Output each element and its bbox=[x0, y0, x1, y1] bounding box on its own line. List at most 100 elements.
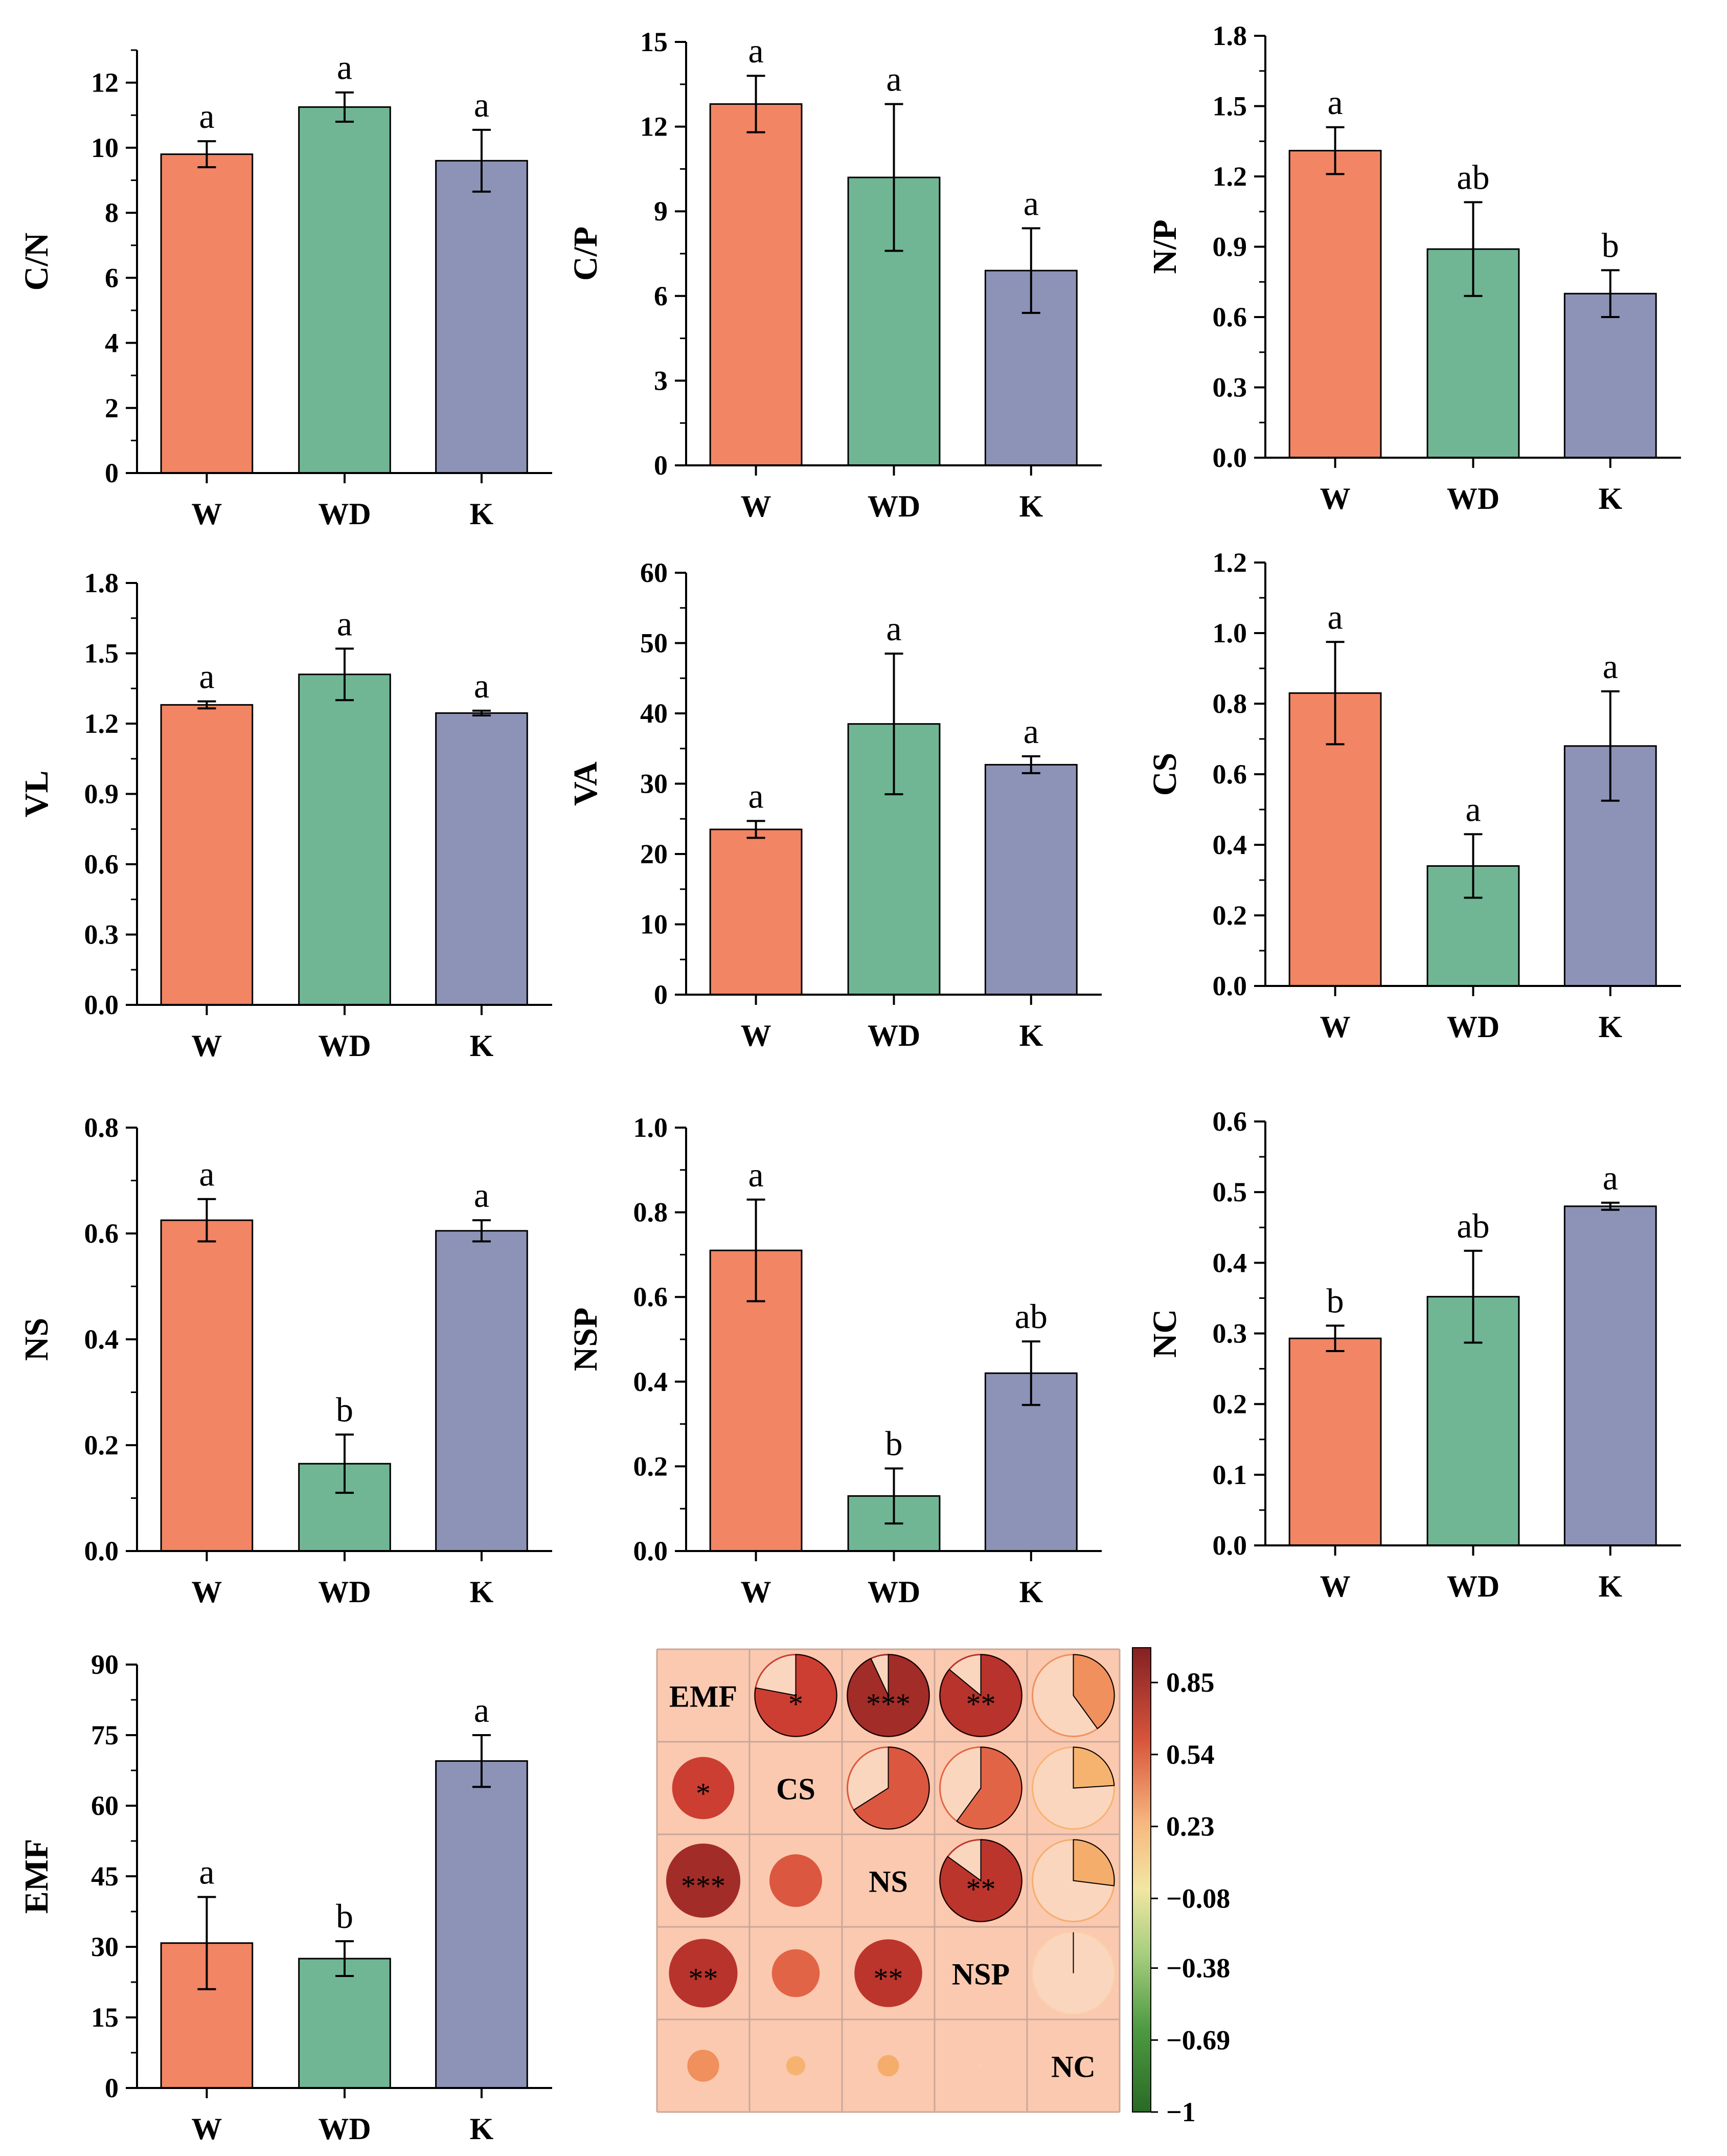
variable-label: NSP bbox=[952, 1958, 1010, 1991]
error-bar-wd bbox=[884, 653, 903, 796]
x-tick-label: W bbox=[191, 1029, 222, 1063]
x-tick-label: WD bbox=[318, 2112, 371, 2146]
y-tick-label: 0 bbox=[105, 2073, 119, 2103]
bar-chart-emf: a Wb WD a K 0 15 30 45 60 75 90 EMF bbox=[18, 1649, 552, 2146]
x-tick-label: WD bbox=[868, 489, 920, 523]
y-tick-label: 0.2 bbox=[1213, 900, 1247, 931]
y-tick-label: 0 bbox=[654, 979, 668, 1010]
x-tick-label: W bbox=[1320, 1010, 1351, 1044]
y-tick-label: 0.0 bbox=[1213, 1530, 1247, 1561]
bar-chart-va: a Wa WD a K 0 10 20 30 40 50 60 VA bbox=[567, 557, 1102, 1052]
significance-letter: a bbox=[199, 1852, 214, 1891]
y-axis-label: CS bbox=[1146, 753, 1184, 796]
y-tick-label: 1.2 bbox=[1213, 547, 1247, 578]
bar-w bbox=[709, 828, 803, 996]
y-tick-label: 20 bbox=[640, 839, 668, 869]
y-tick-label: 15 bbox=[91, 2002, 119, 2033]
error-bar-w bbox=[1326, 126, 1345, 175]
error-bar-w bbox=[746, 1198, 765, 1302]
bar-k bbox=[1563, 1205, 1657, 1546]
error-bar-k bbox=[472, 1734, 491, 1788]
y-tick-label: 0.4 bbox=[1213, 1247, 1247, 1278]
significance-letter: b bbox=[336, 1390, 353, 1429]
significance-stars: * bbox=[696, 1777, 711, 1810]
error-bar-k bbox=[1021, 1340, 1040, 1406]
significance-letter: a bbox=[886, 609, 901, 648]
x-tick-label: WD bbox=[1447, 482, 1499, 515]
bar-chart-cs: a Wa WD a K 0.0 0.2 0.4 0.6 0.8 1.0 1.2 CS bbox=[1146, 547, 1681, 1044]
error-bar-k bbox=[1601, 690, 1620, 802]
y-tick-label: 0.4 bbox=[633, 1366, 668, 1397]
y-tick-label: 0.5 bbox=[1213, 1177, 1247, 1207]
significance-letter: a bbox=[1603, 1158, 1618, 1197]
bar-k bbox=[435, 712, 528, 1006]
error-bar-w bbox=[746, 75, 765, 133]
x-tick-label: W bbox=[191, 1575, 222, 1609]
y-tick-label: 60 bbox=[91, 1790, 119, 1821]
error-bar-w bbox=[197, 140, 216, 169]
y-tick-label: 0.0 bbox=[84, 1536, 119, 1566]
bar-chart-vl: a Wa WD a K 0.0 0.3 0.6 0.9 1.2 1.5 1.8 VL bbox=[18, 568, 552, 1063]
colorbar-tick-label: 0.85 bbox=[1166, 1667, 1215, 1698]
significance-letter: a bbox=[474, 666, 489, 705]
y-tick-label: 0.0 bbox=[1213, 442, 1247, 473]
error-bar-wd bbox=[335, 1940, 354, 1978]
y-tick-label: 0.6 bbox=[1213, 759, 1247, 790]
x-tick-label: W bbox=[741, 1019, 771, 1052]
error-bar-wd bbox=[884, 103, 903, 252]
corr-circle bbox=[672, 1757, 735, 1820]
significance-letter: a bbox=[199, 1155, 214, 1194]
error-bar-k bbox=[1601, 1201, 1620, 1211]
y-tick-label: 8 bbox=[105, 197, 119, 228]
y-axis-label: NS bbox=[18, 1318, 55, 1361]
colorbar-tick-label: −1 bbox=[1166, 2097, 1196, 2127]
y-tick-label: 1.2 bbox=[1213, 161, 1247, 192]
variable-label: NS bbox=[869, 1865, 908, 1899]
y-tick-label: 12 bbox=[640, 111, 668, 142]
y-tick-label: 60 bbox=[640, 557, 668, 588]
y-tick-label: 30 bbox=[640, 769, 668, 799]
colorbar-tick-label: −0.38 bbox=[1166, 1953, 1230, 1984]
y-axis-label: EMF bbox=[18, 1839, 55, 1914]
corr-circle bbox=[979, 2064, 983, 2068]
y-tick-label: 0 bbox=[654, 450, 668, 481]
x-tick-label: WD bbox=[868, 1575, 920, 1609]
x-tick-label: K bbox=[1598, 1010, 1622, 1044]
y-tick-label: 0.9 bbox=[1213, 232, 1247, 262]
error-bar-k bbox=[1601, 269, 1620, 318]
bar-chart-nsp: a Wb WD ab K 0.0 0.2 0.4 0.6 0.8 1.0 NSP bbox=[567, 1112, 1102, 1609]
corr-pie-slice bbox=[754, 1654, 837, 1737]
y-tick-label: 0.1 bbox=[1213, 1459, 1247, 1490]
y-tick-label: 1.0 bbox=[633, 1112, 668, 1143]
error-bar-k bbox=[472, 709, 491, 716]
y-axis-label: NC bbox=[1146, 1309, 1184, 1358]
x-tick-label: K bbox=[470, 1575, 494, 1609]
y-tick-label: 4 bbox=[105, 328, 119, 358]
significance-stars: ** bbox=[689, 1962, 718, 1995]
y-tick-label: 1.8 bbox=[84, 568, 119, 598]
corr-pie-slice bbox=[1073, 1839, 1115, 1886]
y-tick-label: 75 bbox=[91, 1720, 119, 1750]
y-tick-label: 0.2 bbox=[1213, 1389, 1247, 1420]
significance-letter: b bbox=[336, 1897, 353, 1936]
bar-w bbox=[160, 704, 254, 1006]
colorbar-tick-label: −0.08 bbox=[1166, 1883, 1230, 1914]
x-tick-label: WD bbox=[318, 1029, 371, 1063]
y-axis-label: VA bbox=[567, 761, 604, 806]
y-tick-label: 0.6 bbox=[633, 1282, 668, 1312]
y-axis-label: N/P bbox=[1146, 219, 1184, 274]
x-tick-label: K bbox=[1019, 1575, 1043, 1609]
y-tick-label: 6 bbox=[654, 281, 668, 311]
error-bar-wd bbox=[884, 1467, 903, 1525]
y-tick-label: 12 bbox=[91, 68, 119, 98]
error-bar-wd bbox=[1464, 201, 1483, 297]
y-tick-label: 30 bbox=[91, 1932, 119, 1962]
significance-letter: a bbox=[199, 657, 214, 695]
significance-letter: a bbox=[337, 604, 352, 643]
x-tick-label: K bbox=[470, 497, 494, 531]
significance-stars: *** bbox=[681, 1870, 725, 1903]
bar-chart-ns: a Wb WD a K 0.0 0.2 0.4 0.6 0.8 NS bbox=[18, 1112, 552, 1609]
corr-pie-slice bbox=[956, 1746, 1022, 1830]
